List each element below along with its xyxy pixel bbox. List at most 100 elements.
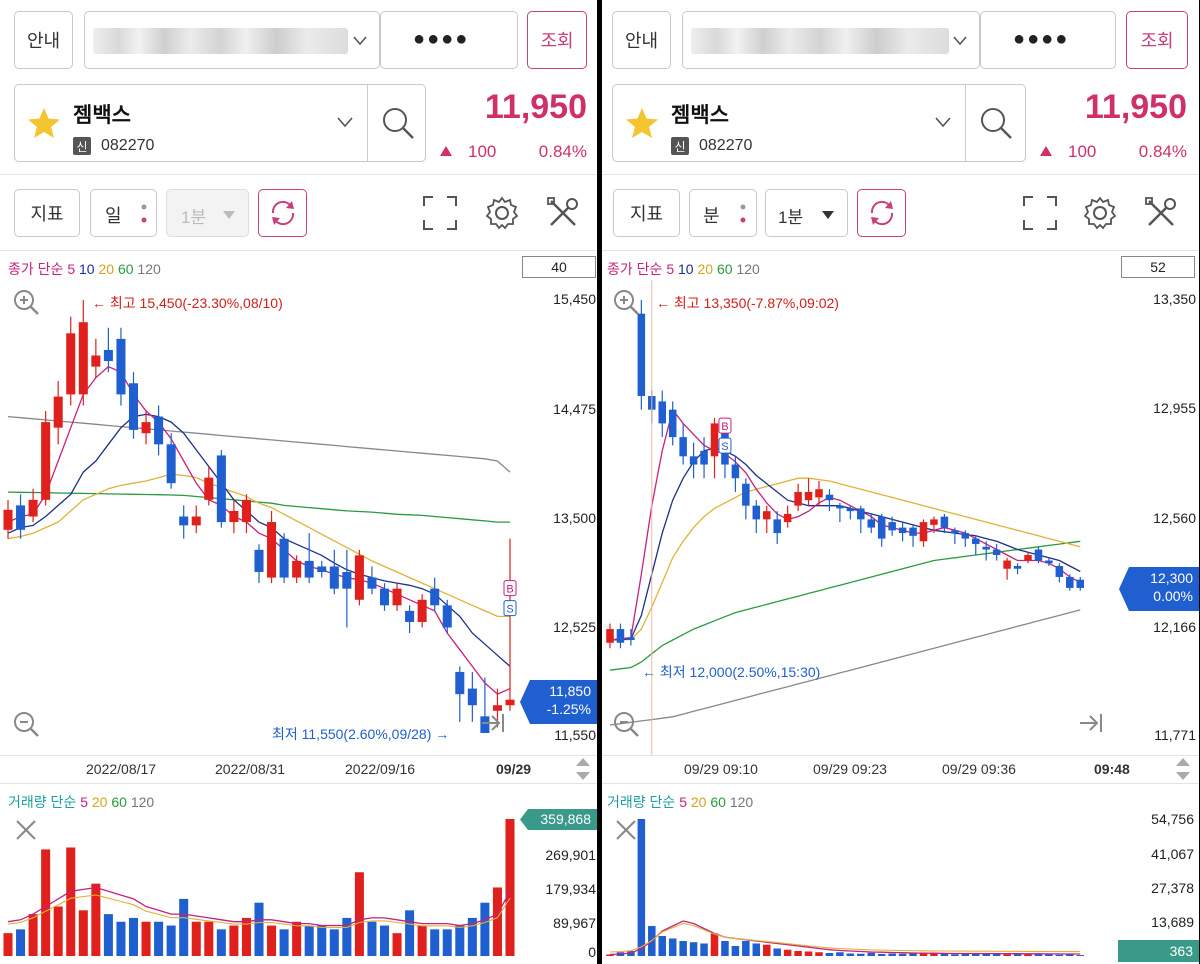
search-icon[interactable]	[978, 105, 1014, 141]
candle-body	[103, 349, 113, 362]
tools-icon[interactable]	[1143, 195, 1179, 231]
candle	[898, 522, 907, 542]
close-icon[interactable]	[614, 818, 638, 842]
account-select[interactable]	[682, 11, 980, 69]
search-icon[interactable]	[380, 105, 416, 141]
password-field[interactable]: ●●●●	[380, 11, 518, 69]
resize-handle-icon[interactable]	[1174, 756, 1192, 782]
zoom-out-icon[interactable]	[12, 710, 40, 738]
scroll-to-latest-icon[interactable]	[480, 712, 506, 734]
volume-legend: 거래량 단순 5 20 60 120	[607, 792, 753, 812]
chart-panel-daily: 안내 ●●●● 조회 젬백스 신 082270 11,950 100 0.84%…	[0, 0, 597, 964]
volume-legend-ma60: 60	[111, 794, 127, 810]
interval-select[interactable]: 1분	[765, 189, 848, 237]
zoom-in-icon[interactable]	[12, 288, 40, 316]
volume-axis-label: 54,756	[1151, 811, 1194, 827]
volume-chart[interactable]	[602, 815, 1199, 964]
ma120-line	[7, 415, 511, 473]
volume-legend-ma20: 20	[91, 794, 108, 810]
zoom-out-icon[interactable]	[612, 710, 640, 738]
volume-bar	[229, 925, 239, 956]
last-date-label: 09:48	[1094, 761, 1130, 777]
zoom-in-icon[interactable]	[612, 288, 640, 316]
candle	[1066, 574, 1074, 591]
price-axis-label: 14,475	[553, 401, 596, 417]
close-icon[interactable]	[14, 818, 38, 842]
candle	[710, 417, 719, 479]
candle-body	[951, 530, 959, 534]
date-label: 09/29 09:36	[942, 761, 1016, 777]
volume-bar	[689, 942, 698, 956]
candlestick-chart[interactable]: BS	[602, 280, 1199, 755]
resize-handle-icon[interactable]	[574, 756, 592, 782]
chevron-down-icon[interactable]	[337, 117, 353, 129]
candlestick-chart[interactable]: BS	[0, 280, 597, 755]
volume-bar	[825, 952, 834, 956]
period-select[interactable]: 일	[90, 189, 157, 237]
price-change-percent: 0.84%	[1138, 142, 1187, 161]
query-button[interactable]: 조회	[527, 11, 587, 69]
candle-body	[658, 401, 667, 424]
current-price-tag: 12,300 0.00%	[1119, 567, 1199, 611]
volume-bar	[480, 902, 490, 956]
fullscreen-icon[interactable]	[1022, 195, 1058, 231]
settings-gear-icon[interactable]	[1082, 195, 1118, 231]
tag-percent: -1.25%	[546, 701, 591, 717]
volume-axis-label: 41,067	[1151, 846, 1194, 862]
candle-body	[794, 491, 802, 506]
refresh-button[interactable]	[258, 189, 307, 237]
volume-chart[interactable]	[0, 815, 597, 964]
stock-selector[interactable]: 젬백스 신 082270	[612, 84, 1026, 162]
scroll-to-latest-icon[interactable]	[1078, 712, 1104, 734]
candle-body	[762, 511, 771, 520]
volume-bar	[815, 952, 823, 956]
volume-bar	[700, 943, 708, 956]
sell-marker: S	[718, 437, 732, 454]
candle-body	[505, 699, 515, 706]
visible-count-box[interactable]: 52	[1121, 256, 1195, 278]
volume-axis-label: 269,901	[545, 847, 596, 863]
candle-body	[41, 422, 51, 500]
candle-body	[279, 538, 289, 578]
tools-icon[interactable]	[545, 195, 581, 231]
password-field[interactable]: ●●●●	[980, 11, 1116, 69]
favorite-star-icon[interactable]	[625, 107, 659, 139]
candle-body	[430, 588, 440, 606]
candle-body	[815, 489, 823, 498]
legend-ma120: 120	[137, 261, 161, 277]
volume-bar	[3, 933, 13, 956]
buy-marker-box	[718, 417, 732, 434]
date-label: 2022/08/17	[86, 761, 157, 777]
sell-marker-box	[503, 600, 517, 617]
buy-marker: B	[503, 580, 517, 597]
refresh-button[interactable]	[857, 189, 906, 237]
divider	[965, 85, 966, 161]
settings-gear-icon[interactable]	[484, 195, 520, 231]
chevron-down-icon[interactable]	[935, 117, 951, 129]
favorite-star-icon[interactable]	[27, 107, 61, 139]
guide-button[interactable]: 안내	[14, 11, 73, 69]
interval-label: 1분	[778, 208, 804, 227]
legend-ma5: 5	[666, 261, 675, 277]
candle	[141, 411, 151, 445]
candle	[1024, 552, 1032, 564]
volume-bar	[342, 917, 352, 956]
fullscreen-icon[interactable]	[422, 195, 458, 231]
query-button[interactable]: 조회	[1126, 11, 1188, 69]
candle	[992, 544, 1001, 561]
indicator-button[interactable]: 지표	[613, 189, 680, 237]
candle	[103, 327, 113, 373]
period-select[interactable]: 분	[689, 189, 757, 237]
stock-selector[interactable]: 젬백스 신 082270	[14, 84, 426, 162]
candle	[1055, 563, 1064, 583]
candle	[888, 516, 896, 536]
indicator-button[interactable]: 지표	[14, 189, 80, 237]
volume-bar	[367, 921, 377, 956]
volume-bar	[254, 902, 264, 956]
guide-button[interactable]: 안내	[612, 11, 671, 69]
account-select[interactable]	[84, 11, 380, 69]
visible-count-box[interactable]: 40	[522, 256, 596, 278]
volume-bar	[216, 929, 226, 956]
password-dots: ●●●●	[1013, 28, 1070, 50]
candle	[3, 499, 13, 539]
